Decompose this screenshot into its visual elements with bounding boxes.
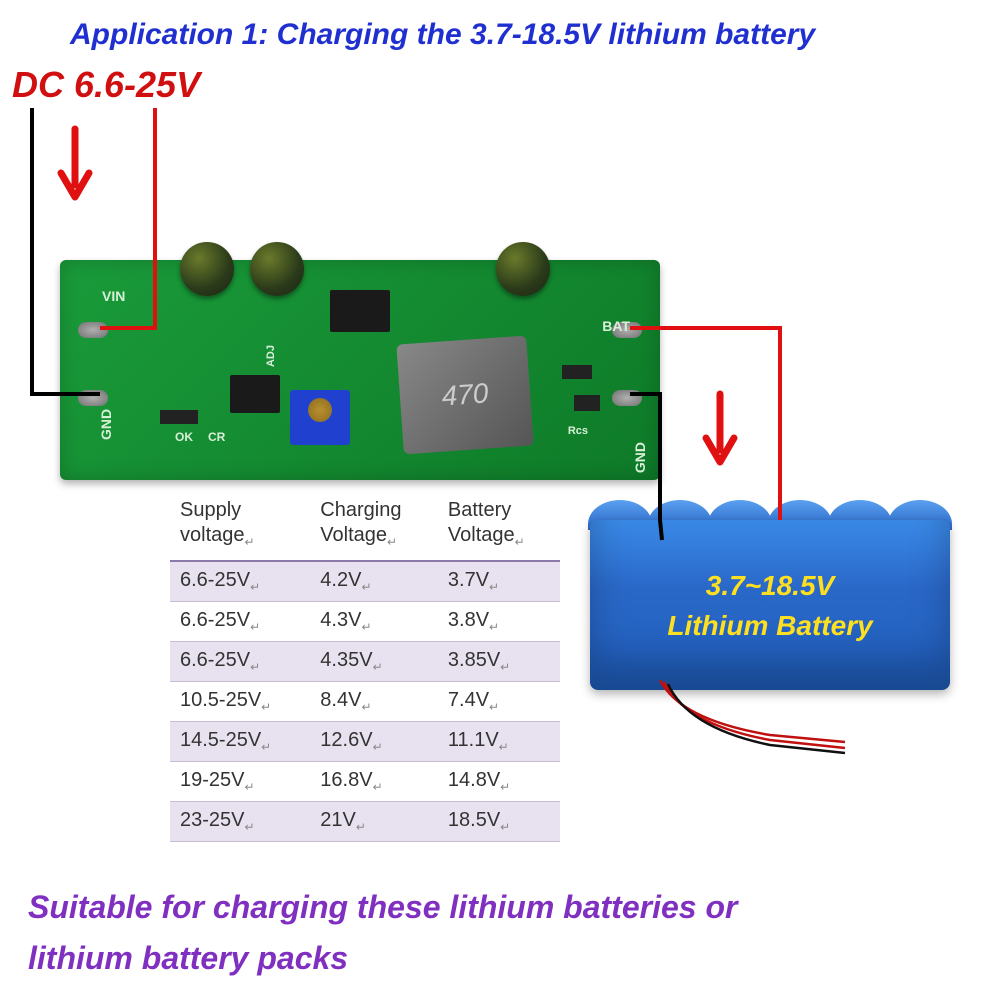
table-cell: 16.8V↵ [310, 762, 438, 802]
table-row: 23-25V↵21V↵18.5V↵ [170, 802, 560, 842]
input-voltage-label: DC 6.6-25V [12, 64, 200, 106]
table-cell: 14.5-25V↵ [170, 722, 310, 762]
table-row: 14.5-25V↵12.6V↵11.1V↵ [170, 722, 560, 762]
table-row: 6.6-25V↵4.35V↵3.85V↵ [170, 642, 560, 682]
capacitor-icon [180, 242, 234, 296]
table-header-row: Supplyvoltage↵ ChargingVoltage↵ BatteryV… [170, 492, 560, 561]
capacitor-icon [250, 242, 304, 296]
pcb-label-rcs: Rcs [568, 425, 588, 437]
terminal-gnd-left [78, 390, 108, 406]
table-cell: 19-25V↵ [170, 762, 310, 802]
pcb-label-gnd-right: GND [632, 442, 648, 473]
ic-chip-icon [230, 375, 280, 413]
table-cell: 6.6-25V↵ [170, 602, 310, 642]
terminal-vin [78, 322, 108, 338]
capacitor-icon [496, 242, 550, 296]
table-cell: 4.35V↵ [310, 642, 438, 682]
table-header: BatteryVoltage↵ [438, 492, 560, 561]
ic-chip-icon [330, 290, 390, 332]
pcb-label-cr: CR [208, 430, 225, 444]
table-cell: 12.6V↵ [310, 722, 438, 762]
table-cell: 11.1V↵ [438, 722, 560, 762]
smd-component [574, 395, 600, 411]
table-row: 10.5-25V↵8.4V↵7.4V↵ [170, 682, 560, 722]
table-cell: 14.8V↵ [438, 762, 560, 802]
table-header: Supplyvoltage↵ [170, 492, 310, 561]
pcb-label-gnd-left: GND [98, 409, 114, 440]
pcb-label-adj: ADJ [265, 345, 277, 367]
battery-leads-icon [650, 680, 850, 760]
footer-text: Suitable for charging these lithium batt… [28, 882, 737, 984]
table-row: 6.6-25V↵4.3V↵3.8V↵ [170, 602, 560, 642]
table-cell: 3.8V↵ [438, 602, 560, 642]
arrow-down-icon [700, 390, 740, 475]
arrow-down-icon [55, 125, 95, 210]
table-header: ChargingVoltage↵ [310, 492, 438, 561]
table-row: 6.6-25V↵4.2V↵3.7V↵ [170, 561, 560, 602]
pcb-label-bat: BAT [602, 318, 630, 334]
table-cell: 6.6-25V↵ [170, 642, 310, 682]
table-cell: 10.5-25V↵ [170, 682, 310, 722]
table-cell: 4.2V↵ [310, 561, 438, 602]
smd-component [160, 410, 198, 424]
table-cell: 3.7V↵ [438, 561, 560, 602]
table-cell: 6.6-25V↵ [170, 561, 310, 602]
smd-component [562, 365, 592, 379]
table-cell: 3.85V↵ [438, 642, 560, 682]
table-cell: 7.4V↵ [438, 682, 560, 722]
voltage-table: Supplyvoltage↵ ChargingVoltage↵ BatteryV… [170, 492, 560, 842]
potentiometer-icon [290, 390, 350, 445]
table-cell: 21V↵ [310, 802, 438, 842]
table-cell: 18.5V↵ [438, 802, 560, 842]
inductor-icon: 470 [396, 336, 533, 455]
battery-voltage-text: 3.7~18.5V [590, 570, 950, 602]
battery-name-text: Lithium Battery [590, 610, 950, 642]
table-row: 19-25V↵16.8V↵14.8V↵ [170, 762, 560, 802]
pcb-label-vin: VIN [102, 288, 125, 304]
terminal-gnd-right [612, 390, 642, 406]
table-cell: 4.3V↵ [310, 602, 438, 642]
pcb-label-ok: OK [175, 430, 193, 444]
page-title: Application 1: Charging the 3.7-18.5V li… [70, 18, 815, 52]
battery-pack: 3.7~18.5V Lithium Battery [590, 500, 950, 720]
pcb-board: 470 VIN GND BAT GND OK CR ADJ Rcs [60, 260, 660, 480]
table-cell: 8.4V↵ [310, 682, 438, 722]
battery-body [590, 520, 950, 690]
table-cell: 23-25V↵ [170, 802, 310, 842]
